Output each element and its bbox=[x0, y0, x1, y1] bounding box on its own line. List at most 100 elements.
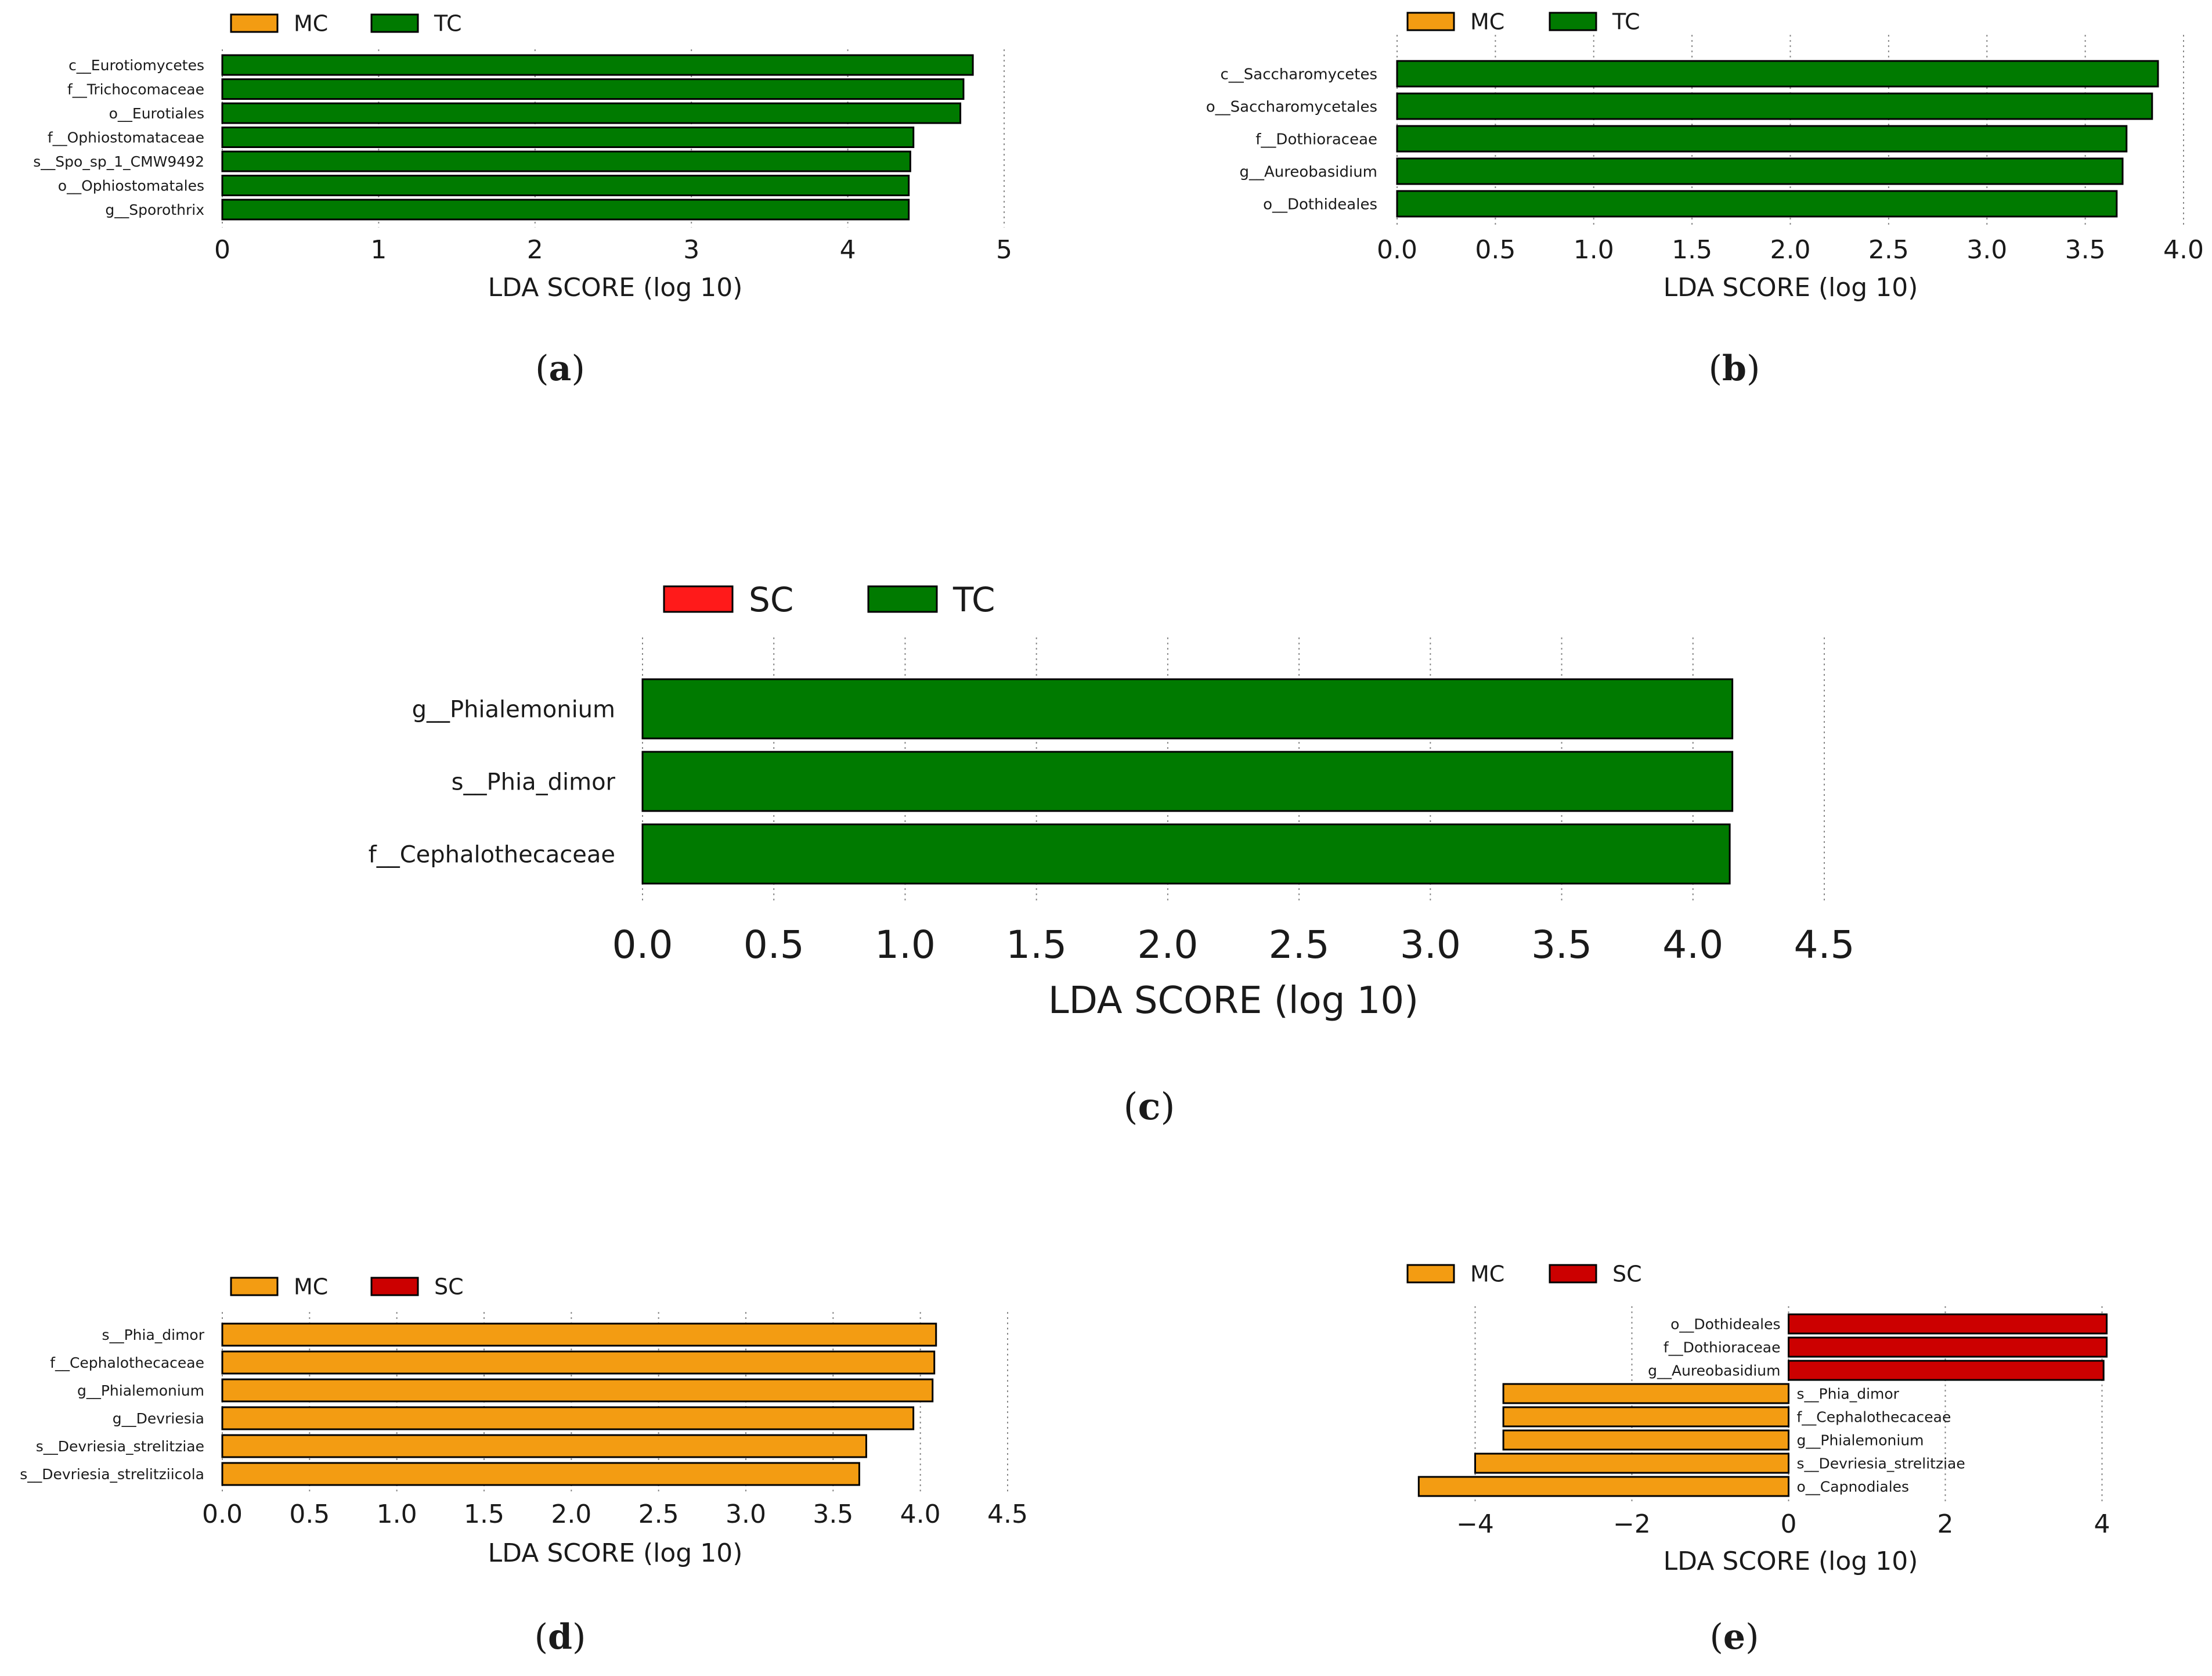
bar bbox=[221, 1462, 860, 1486]
panel-caption: (d) bbox=[535, 1617, 586, 1657]
legend-swatch-tc bbox=[370, 13, 419, 33]
x-tick-label: 1.0 bbox=[875, 922, 936, 967]
legend-swatch-mc bbox=[1406, 1264, 1455, 1284]
x-axis-label: LDA SCORE (log 10) bbox=[1048, 979, 1419, 1022]
x-tick-label: 2.5 bbox=[1269, 922, 1330, 967]
x-tick-label: 3.0 bbox=[726, 1500, 766, 1529]
category-label: c__Saccharomycetes bbox=[1221, 66, 1378, 83]
bar bbox=[221, 1406, 915, 1430]
x-tick-label: 2.5 bbox=[1868, 235, 1909, 265]
bar bbox=[221, 54, 974, 76]
x-tick-label: 2.0 bbox=[1137, 922, 1198, 967]
legend-swatch-sc bbox=[1549, 1264, 1597, 1284]
legend-label-sc: SC bbox=[1612, 1261, 1642, 1287]
chart-panel-b: MC TC 0.0 0.5 1.0 1.5 2.0 2.5 3.0 3.5 4.0 c__Saccha… bbox=[1206, 9, 2204, 389]
category-label: f__Cephalothecaceae bbox=[369, 841, 615, 868]
bar bbox=[221, 1350, 936, 1375]
bar bbox=[1396, 125, 2128, 153]
legend-label-mc: MC bbox=[1470, 1261, 1504, 1287]
bar bbox=[221, 127, 915, 148]
category-label: f__Dothioraceae bbox=[1255, 131, 1377, 148]
legend-label-tc: TC bbox=[1612, 9, 1640, 35]
category-label: s__Spo_sp_1_CMW9492 bbox=[33, 153, 204, 170]
bar bbox=[221, 78, 965, 100]
category-label: s__Phia_dimor bbox=[452, 769, 616, 795]
legend-swatch-mc bbox=[230, 13, 279, 33]
x-tick-label: 1.5 bbox=[1006, 922, 1067, 967]
legend-label-tc: TC bbox=[952, 580, 995, 619]
legend-swatch-tc bbox=[867, 585, 938, 613]
x-tick-label: 2 bbox=[1937, 1509, 1954, 1539]
legend-label-sc: SC bbox=[749, 580, 793, 619]
bar bbox=[1788, 1336, 2108, 1358]
x-tick-label: 4 bbox=[840, 235, 856, 265]
bar bbox=[641, 678, 1734, 740]
chart-panel-e: MC SC −4 −2 0 2 4 o__Dothideales f__Dothioraceae… bbox=[1406, 1261, 2110, 1657]
category-label: g__Phialemonium bbox=[1797, 1432, 1924, 1449]
legend-label-sc: SC bbox=[434, 1274, 464, 1300]
bar bbox=[1396, 92, 2153, 120]
x-tick-label: −4 bbox=[1456, 1509, 1494, 1539]
category-label: s__Phia_dimor bbox=[1797, 1386, 1900, 1403]
category-label: f__Dothioraceae bbox=[1663, 1339, 1781, 1356]
x-tick-label: 0.0 bbox=[1377, 235, 1417, 265]
category-label: s__Devriesia_strelitziae bbox=[36, 1438, 204, 1455]
x-tick-label: 3.5 bbox=[813, 1500, 853, 1529]
panel-caption: (e) bbox=[1709, 1617, 1759, 1657]
category-label: f__Trichocomaceae bbox=[67, 81, 204, 98]
category-label: o__Dothideales bbox=[1263, 196, 1377, 213]
panel-caption: (c) bbox=[1124, 1085, 1175, 1129]
category-label: f__Cephalothecaceae bbox=[50, 1354, 204, 1371]
bar bbox=[1788, 1313, 2108, 1335]
x-tick-label: 4.5 bbox=[1794, 922, 1855, 967]
category-label: g__Devriesia bbox=[113, 1410, 204, 1427]
category-label: o__Eurotiales bbox=[109, 105, 204, 122]
x-tick-label: 2 bbox=[527, 235, 543, 265]
legend-label-mc: MC bbox=[1470, 9, 1504, 35]
category-label: o__Ophiostomatales bbox=[58, 178, 204, 194]
bar bbox=[1502, 1383, 1790, 1404]
x-axis-label: LDA SCORE (log 10) bbox=[1663, 1547, 1918, 1576]
legend-swatch-sc bbox=[370, 1277, 419, 1296]
panel-caption: (a) bbox=[535, 348, 585, 389]
bar bbox=[221, 1434, 867, 1458]
legend-label-mc: MC bbox=[294, 1274, 328, 1300]
bar bbox=[1788, 1360, 2105, 1381]
x-axis-label: LDA SCORE (log 10) bbox=[488, 1538, 743, 1568]
category-label: f__Ophiostomataceae bbox=[48, 129, 204, 146]
x-tick-label: 3.0 bbox=[1966, 235, 2007, 265]
x-tick-label: 1 bbox=[370, 235, 387, 265]
x-tick-label: 3.5 bbox=[2065, 235, 2106, 265]
x-tick-label: 0.5 bbox=[744, 922, 804, 967]
category-label: s__Devriesia_strelitziicola bbox=[20, 1466, 204, 1483]
x-tick-label: 2.5 bbox=[638, 1500, 679, 1529]
chart-panel-a: MC TC 0 1 2 3 4 5 c__Eurotiomycetes f__Trichocoma… bbox=[33, 11, 1012, 389]
x-tick-label: 5 bbox=[996, 235, 1012, 265]
x-axis-label: LDA SCORE (log 10) bbox=[488, 273, 743, 302]
x-tick-label: 3 bbox=[683, 235, 699, 265]
bar bbox=[1502, 1406, 1790, 1428]
x-tick-label: 1.5 bbox=[1672, 235, 1712, 265]
chart-panel-c: SC TC 0.0 0.5 1.0 1.5 2.0 2.5 3.0 3.5 4.0 4.5 g__Phi… bbox=[369, 580, 1855, 1129]
bar bbox=[221, 1322, 937, 1347]
x-axis-label: LDA SCORE (log 10) bbox=[1663, 273, 1918, 302]
legend-label-mc: MC bbox=[294, 11, 328, 37]
x-tick-label: 3.5 bbox=[1531, 922, 1592, 967]
panel-caption: (b) bbox=[1709, 348, 1760, 389]
category-label: g__Sporothrix bbox=[105, 201, 204, 218]
bar bbox=[1474, 1452, 1789, 1474]
category-label: o__Saccharomycetales bbox=[1206, 98, 1377, 116]
bar bbox=[221, 199, 910, 221]
x-tick-label: 3.0 bbox=[1400, 922, 1461, 967]
category-label: o__Dothideales bbox=[1670, 1316, 1780, 1333]
category-label: o__Capnodiales bbox=[1797, 1479, 1910, 1495]
x-tick-label: 1.0 bbox=[377, 1500, 417, 1529]
bar bbox=[1502, 1429, 1790, 1451]
category-label: f__Cephalothecaceae bbox=[1797, 1409, 1951, 1426]
category-label: g__Phialemonium bbox=[77, 1382, 204, 1399]
bar bbox=[1396, 190, 2118, 218]
legend-swatch-mc bbox=[230, 1277, 279, 1296]
category-label: g__Phialemonium bbox=[412, 696, 615, 723]
bar bbox=[1396, 157, 2124, 185]
